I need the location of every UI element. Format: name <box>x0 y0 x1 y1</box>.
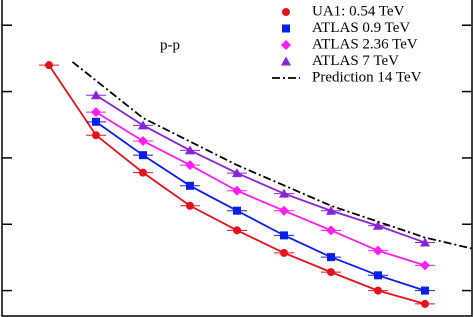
annotation: p-p <box>160 37 180 53</box>
legend-marker <box>281 56 291 66</box>
legend-bg <box>278 38 453 53</box>
data-point <box>421 286 429 295</box>
fit-curve <box>95 121 426 292</box>
fit-curve <box>95 94 426 244</box>
data-point <box>139 151 147 160</box>
legend-marker <box>281 40 291 50</box>
legend-marker <box>282 24 290 33</box>
data-point <box>186 181 194 190</box>
data-point <box>139 168 147 177</box>
data-point <box>420 237 430 247</box>
data-point <box>279 188 289 198</box>
data-point <box>327 253 335 262</box>
data-point <box>327 268 335 277</box>
legend-bg <box>278 5 453 20</box>
data-point <box>185 160 195 171</box>
data-point <box>279 205 289 216</box>
data-point <box>374 286 382 295</box>
legend-bg <box>268 71 453 86</box>
data-point <box>373 220 383 230</box>
data-point <box>92 117 100 126</box>
legend-label: ATLAS 2.36 TeV <box>312 36 418 52</box>
data-point <box>138 120 148 130</box>
data-point <box>374 271 382 280</box>
fit-curve <box>95 111 426 267</box>
data-point <box>92 131 100 140</box>
data-point <box>91 90 101 100</box>
data-point <box>91 107 101 118</box>
data-point <box>233 206 241 215</box>
data-point <box>232 185 242 196</box>
legend-marker <box>282 8 290 16</box>
data-point <box>185 145 195 155</box>
legend-label: Prediction 14 TeV <box>312 69 422 85</box>
data-point <box>186 201 194 210</box>
data-point <box>326 205 336 215</box>
data-point <box>280 248 288 257</box>
legend-bg <box>278 21 453 37</box>
legend-label: ATLAS 0.9 TeV <box>312 20 410 36</box>
data-point <box>326 225 336 236</box>
prediction-curve <box>71 61 473 250</box>
data-point <box>138 135 148 146</box>
legend-label: ATLAS 7 TeV <box>312 53 399 69</box>
data-point <box>280 231 288 240</box>
legend-label: UA1: 0.54 TeV <box>312 3 405 19</box>
legend-bg <box>278 54 453 70</box>
data-point <box>420 260 430 271</box>
data-point <box>232 168 242 178</box>
data-point <box>421 299 429 308</box>
data-point <box>373 245 383 256</box>
data-point <box>45 61 53 70</box>
data-point <box>233 226 241 235</box>
